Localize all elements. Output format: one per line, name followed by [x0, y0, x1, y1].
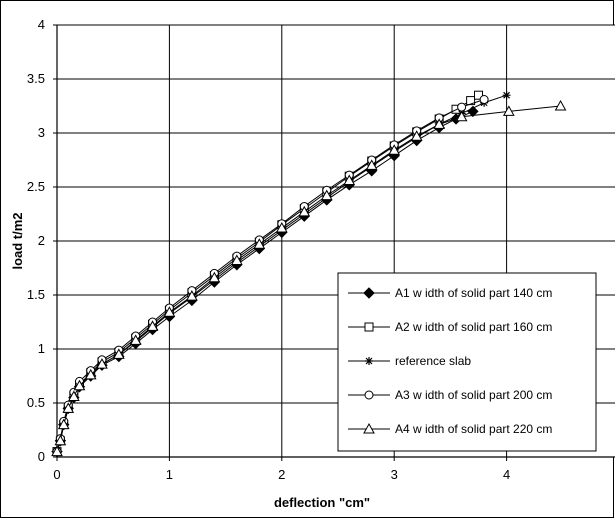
y-tick-label: 2.5: [27, 179, 45, 194]
x-tick-labels: 012345: [53, 467, 510, 482]
x-axis-title: deflection "cm": [274, 495, 370, 510]
series-group: [51, 90, 567, 458]
data-point: [54, 434, 67, 446]
y-tick-label: 3: [38, 125, 45, 140]
data-point: [502, 91, 511, 100]
data-point: [457, 102, 467, 112]
data-point: [298, 205, 311, 217]
data-point: [275, 222, 288, 233]
data-point: [112, 348, 125, 359]
data-point: [466, 96, 476, 106]
data-point: [455, 110, 468, 122]
data-point: [146, 320, 159, 331]
data-point: [365, 159, 378, 170]
series-5: [51, 99, 567, 457]
legend-marker: [363, 287, 375, 299]
y-tick-label: 0: [38, 449, 45, 464]
data-point: [410, 130, 423, 141]
data-point: [57, 418, 70, 430]
data-point: [388, 144, 401, 155]
data-point: [253, 238, 266, 249]
data-point: [68, 390, 80, 402]
y-tick-label: 1.5: [27, 287, 45, 302]
legend-marker: [364, 390, 374, 400]
data-point: [479, 95, 489, 105]
legend-label: A4 w idth of solid part 220 cm: [395, 422, 552, 436]
data-point: [84, 368, 97, 380]
data-point: [433, 118, 446, 129]
y-tick-label: 2: [38, 233, 45, 248]
x-tick-label: 2: [278, 467, 285, 482]
y-tick-label: 1: [38, 341, 45, 356]
data-point: [96, 358, 108, 369]
data-point: [343, 174, 356, 186]
data-point: [230, 254, 243, 265]
x-tick-label: 0: [53, 467, 60, 482]
legend-label: A1 w idth of solid part 140 cm: [395, 286, 552, 300]
data-point: [51, 445, 63, 457]
y-tick-labels: 0 0.5 1 1.5 2 2.5 3 3.5 4: [27, 17, 45, 464]
data-point: [163, 306, 176, 317]
data-point: [554, 99, 567, 111]
data-point: [208, 271, 221, 283]
data-point: [502, 105, 515, 116]
y-tick-label: 4: [38, 17, 45, 32]
data-point: [62, 402, 75, 413]
x-tick-label: 3: [391, 467, 398, 482]
legend-marker: [365, 357, 373, 365]
y-axis-title: load t/m2: [10, 212, 25, 269]
legend: A1 w idth of solid part 140 cm A2 w idth …: [337, 272, 597, 452]
legend-label: reference slab: [395, 354, 471, 368]
data-point: [73, 379, 86, 391]
data-point: [474, 90, 483, 100]
legend-label: A3 w idth of solid part 200 cm: [395, 388, 552, 402]
x-tick-label: 4: [503, 467, 510, 482]
legend-marker: [363, 422, 375, 434]
axes: [53, 24, 615, 461]
legend-label: A2 w idth of solid part 160 cm: [395, 320, 552, 334]
data-point: [129, 334, 142, 345]
x-tick-label: 1: [166, 467, 173, 482]
data-point: [320, 189, 333, 201]
y-tick-label: 0.5: [27, 395, 45, 410]
data-point: [186, 290, 198, 301]
y-tick-label: 3.5: [27, 71, 45, 86]
legend-box: [337, 272, 597, 452]
legend-marker: [364, 322, 374, 332]
